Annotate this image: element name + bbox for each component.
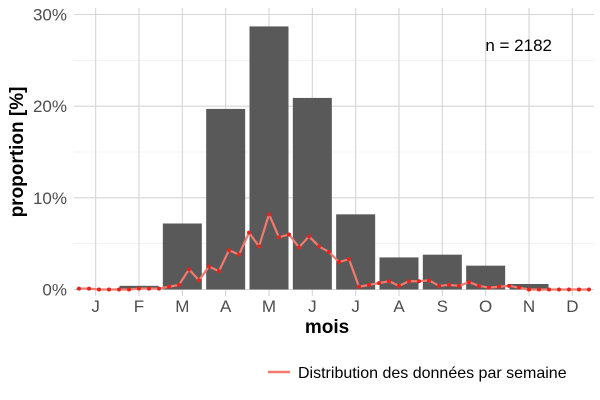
series-point bbox=[137, 286, 141, 291]
x-tick-label: S bbox=[437, 297, 448, 316]
series-point bbox=[427, 278, 431, 283]
series-point bbox=[517, 285, 521, 290]
x-tick-label: D bbox=[566, 297, 578, 316]
bar bbox=[206, 108, 246, 290]
series-point bbox=[477, 283, 481, 288]
series-point bbox=[107, 287, 111, 292]
series-point bbox=[187, 267, 191, 272]
series-point bbox=[527, 287, 531, 292]
x-tick-label: O bbox=[479, 297, 492, 316]
series-point bbox=[267, 212, 271, 217]
y-tick-label: 10% bbox=[33, 189, 67, 208]
series-point bbox=[387, 279, 391, 284]
series-point bbox=[537, 287, 541, 292]
series-point bbox=[557, 287, 561, 292]
sample-size-annotation: n = 2182 bbox=[485, 36, 552, 55]
series-point bbox=[147, 286, 151, 291]
x-tick-label: A bbox=[220, 297, 232, 316]
series-point bbox=[257, 244, 261, 249]
y-tick-labels: 0% 10% 20% 30% bbox=[33, 6, 67, 300]
series-point bbox=[417, 279, 421, 284]
series-point bbox=[77, 286, 81, 291]
series-point bbox=[167, 284, 171, 289]
series-point bbox=[197, 278, 201, 283]
series-point bbox=[407, 279, 411, 284]
series-point bbox=[317, 244, 321, 249]
series-point bbox=[467, 280, 471, 285]
series-point bbox=[397, 283, 401, 288]
x-tick-label: A bbox=[393, 297, 405, 316]
series-point bbox=[277, 235, 281, 240]
bar bbox=[249, 26, 289, 290]
y-tick-label: 0% bbox=[42, 281, 67, 300]
x-tick-label: F bbox=[134, 297, 144, 316]
y-axis-title: proportion [%] bbox=[7, 87, 28, 218]
series-point bbox=[157, 286, 161, 291]
series-point bbox=[357, 284, 361, 289]
series-point bbox=[587, 287, 591, 292]
series-point bbox=[287, 232, 291, 237]
legend: Distribution des données par semaine bbox=[268, 365, 567, 382]
series-point bbox=[97, 287, 101, 292]
x-tick-label: J bbox=[351, 297, 360, 316]
series-point bbox=[337, 260, 341, 264]
grid bbox=[74, 8, 594, 296]
weekly-line-series bbox=[77, 212, 591, 292]
x-tick-label: J bbox=[91, 297, 100, 316]
legend-label: Distribution des données par semaine bbox=[298, 365, 567, 382]
x-tick-label: M bbox=[262, 297, 276, 316]
series-point bbox=[507, 283, 511, 288]
x-tick-label: N bbox=[523, 297, 535, 316]
series-point bbox=[297, 245, 301, 250]
series-point bbox=[577, 287, 581, 292]
x-axis-title: mois bbox=[305, 317, 349, 338]
series-point bbox=[497, 284, 501, 289]
series-point bbox=[177, 282, 181, 287]
bar bbox=[509, 284, 549, 290]
x-tick-label: M bbox=[175, 297, 189, 316]
series-point bbox=[307, 234, 311, 239]
series-point bbox=[367, 282, 371, 287]
series-point bbox=[207, 264, 211, 269]
series-point bbox=[247, 230, 251, 235]
series-point bbox=[377, 281, 381, 286]
series-point bbox=[547, 287, 551, 292]
series-point bbox=[117, 287, 121, 292]
series-point bbox=[457, 283, 461, 288]
series-point bbox=[127, 287, 131, 292]
series-point bbox=[347, 257, 351, 262]
bar bbox=[292, 97, 332, 290]
y-tick-label: 20% bbox=[33, 97, 67, 116]
series-point bbox=[447, 282, 451, 287]
series-point bbox=[237, 252, 241, 257]
series-point bbox=[437, 283, 441, 288]
bar bbox=[422, 254, 462, 290]
series-point bbox=[567, 287, 571, 292]
series-point bbox=[227, 248, 231, 253]
x-tick-label: J bbox=[308, 297, 317, 316]
y-tick-label: 30% bbox=[33, 6, 67, 25]
series-point bbox=[217, 269, 221, 274]
series-point bbox=[327, 249, 331, 254]
series-point bbox=[87, 286, 91, 291]
series-point bbox=[487, 285, 491, 290]
series-line bbox=[79, 213, 589, 291]
